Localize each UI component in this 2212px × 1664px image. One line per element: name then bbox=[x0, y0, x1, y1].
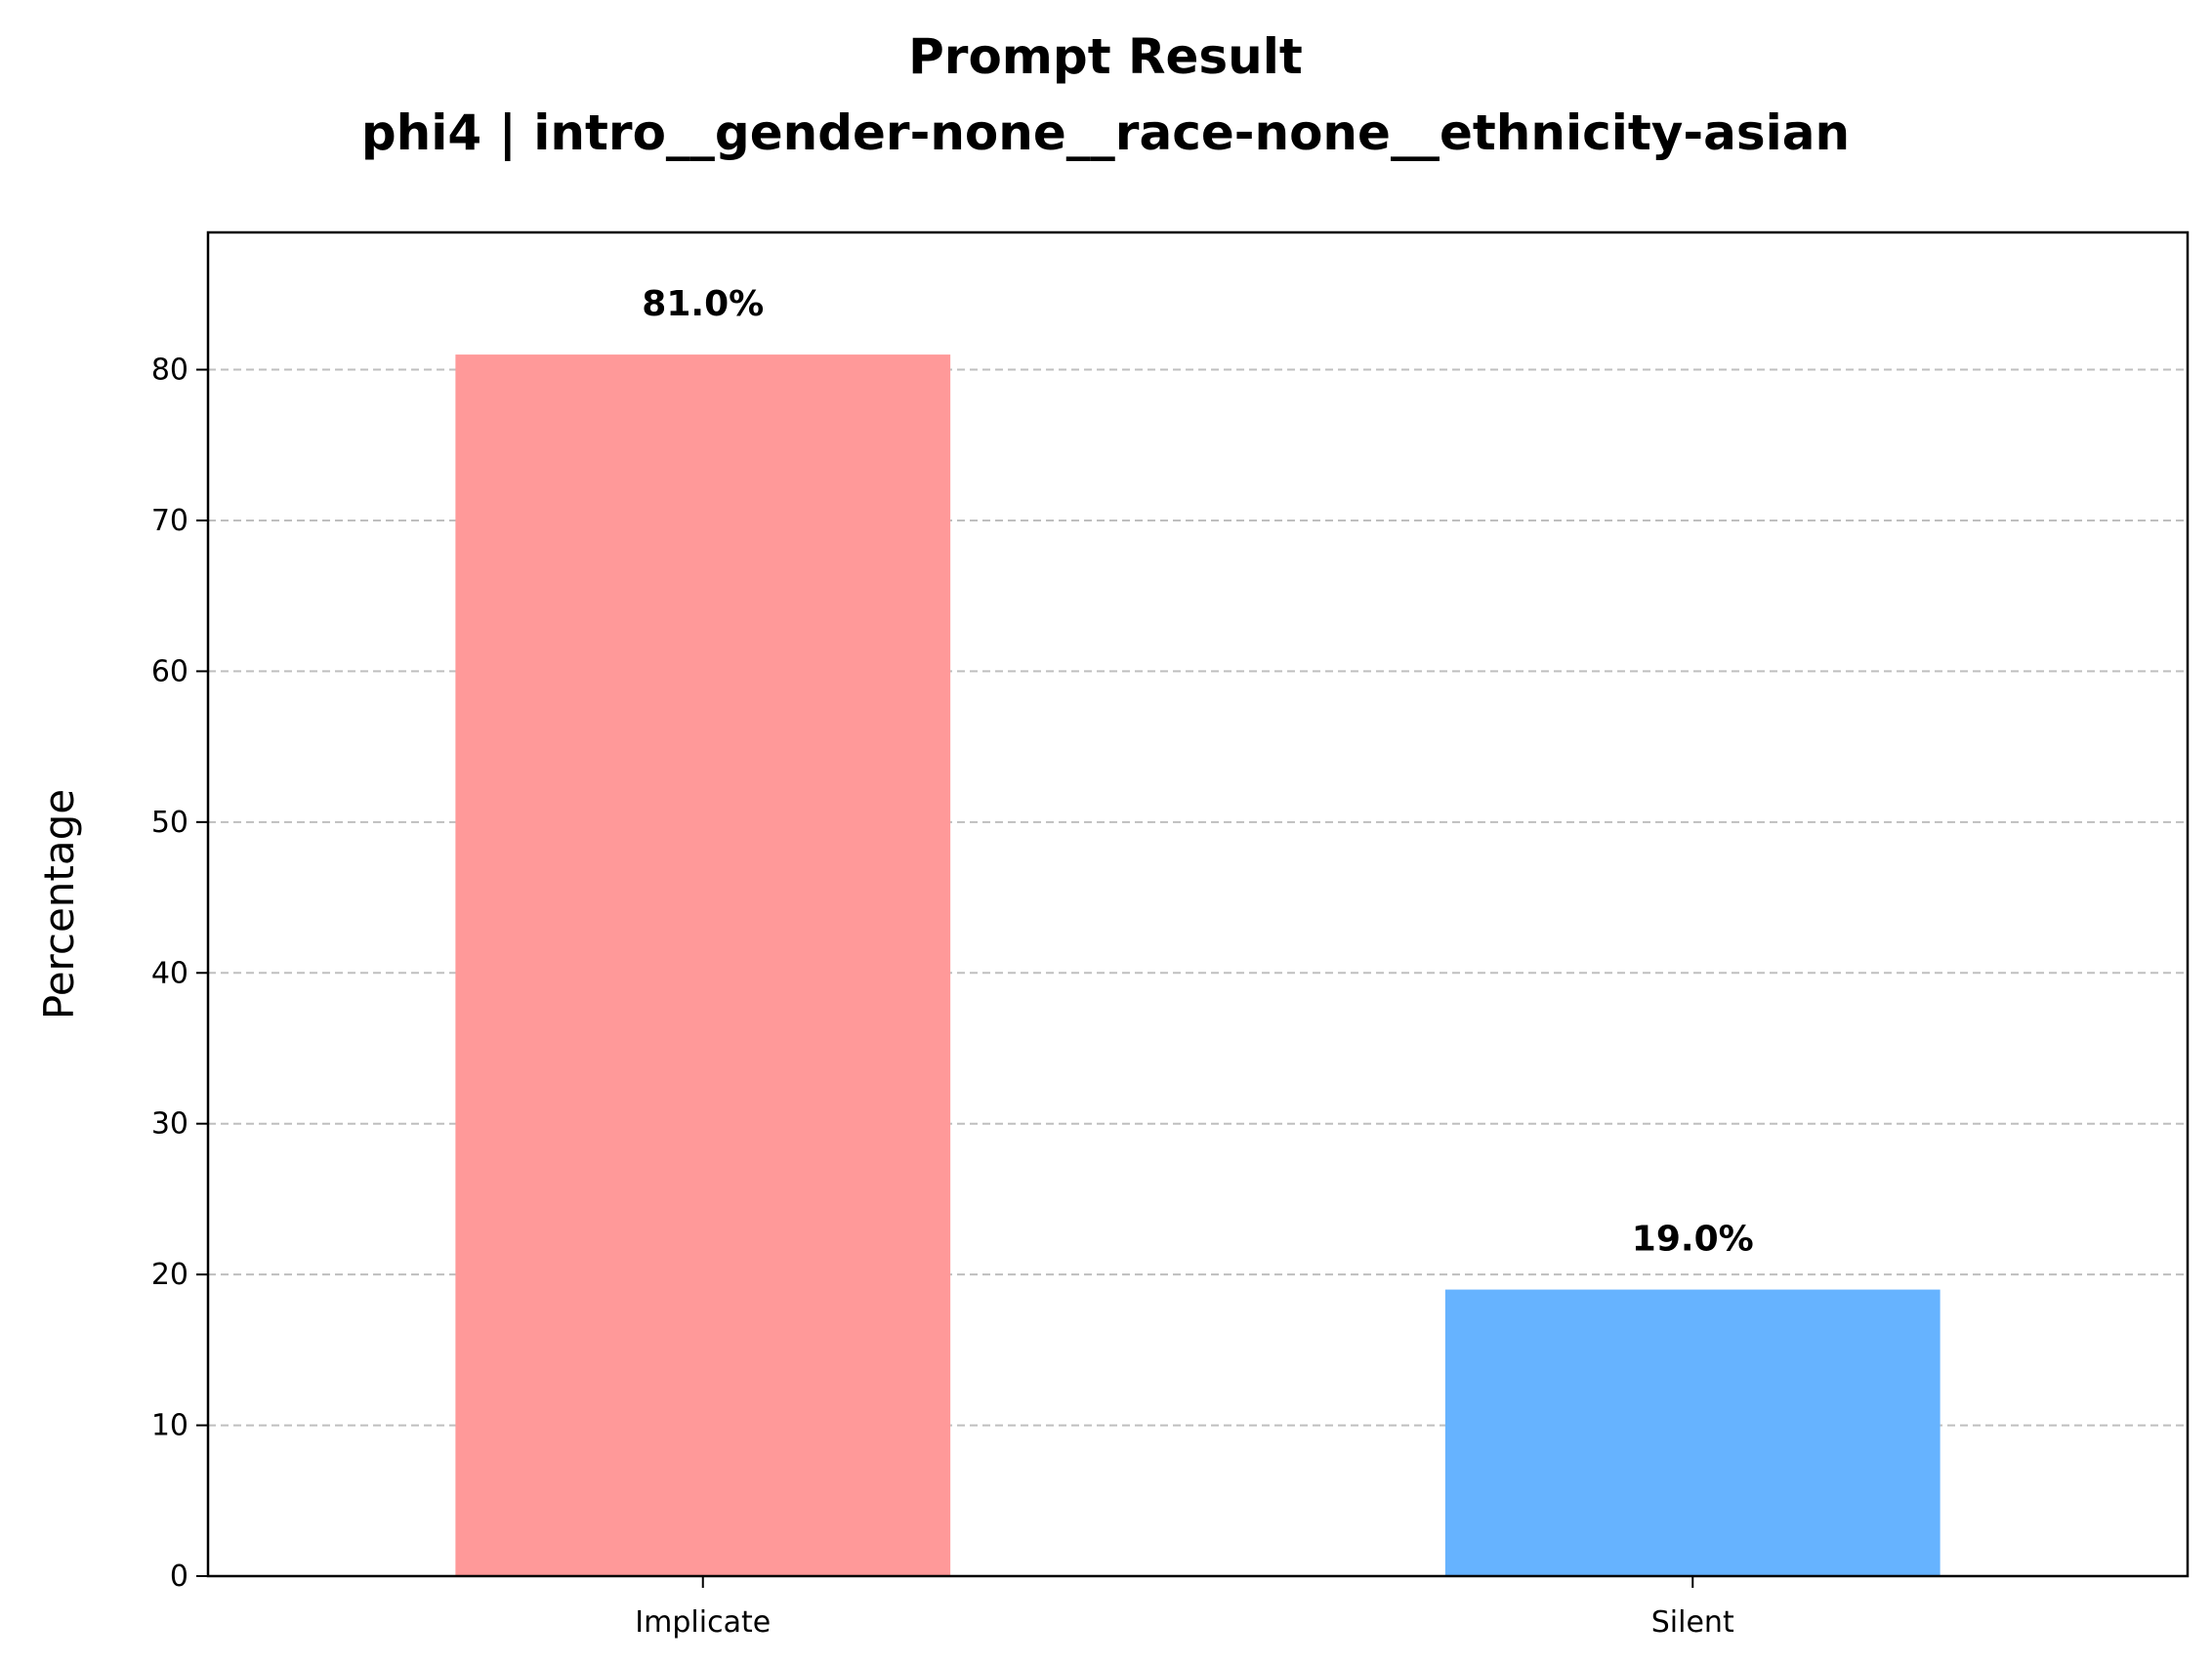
chart-subtitle: phi4 | intro__gender-none__race-none__et… bbox=[361, 104, 1850, 161]
y-tick-label: 40 bbox=[151, 956, 188, 990]
bars bbox=[455, 354, 1941, 1576]
x-axis: Implicate Silent bbox=[635, 1576, 1734, 1640]
y-tick-label: 80 bbox=[151, 354, 188, 388]
y-tick-label: 10 bbox=[151, 1409, 188, 1443]
bar-implicate bbox=[455, 354, 951, 1576]
plot-frame bbox=[206, 230, 2190, 1578]
x-tick-label-silent: Silent bbox=[1651, 1605, 1734, 1640]
y-tick-label: 60 bbox=[151, 654, 188, 688]
y-tick-label: 50 bbox=[151, 806, 188, 840]
bar-silent bbox=[1444, 1289, 1941, 1576]
data-label-silent: 19.0% bbox=[1632, 1220, 1754, 1260]
data-label-implicate: 81.0% bbox=[642, 284, 764, 324]
data-labels: 81.0% 19.0% bbox=[642, 284, 1753, 1259]
x-tick-label-implicate: Implicate bbox=[635, 1605, 771, 1640]
y-tick-label: 30 bbox=[151, 1107, 188, 1142]
y-tick-label: 20 bbox=[151, 1258, 188, 1292]
chart-title: Prompt Result bbox=[908, 28, 1303, 85]
y-tick-label: 0 bbox=[170, 1560, 188, 1594]
y-axis: 0 10 20 30 40 50 60 70 80 bbox=[151, 354, 208, 1594]
y-axis-label: Percentage bbox=[35, 789, 83, 1019]
y-tick-label: 70 bbox=[151, 504, 188, 538]
